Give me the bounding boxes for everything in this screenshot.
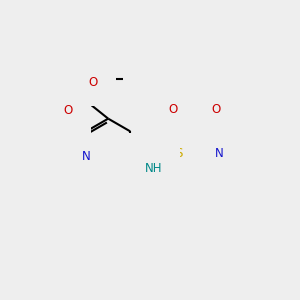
Text: O: O	[169, 103, 178, 116]
Text: O: O	[64, 104, 73, 117]
Text: O: O	[88, 76, 98, 89]
Text: NH: NH	[145, 163, 163, 176]
Text: S: S	[175, 147, 182, 160]
Text: O: O	[211, 103, 220, 116]
Text: N: N	[215, 147, 224, 160]
Text: N: N	[126, 150, 135, 163]
Text: N: N	[82, 150, 91, 163]
